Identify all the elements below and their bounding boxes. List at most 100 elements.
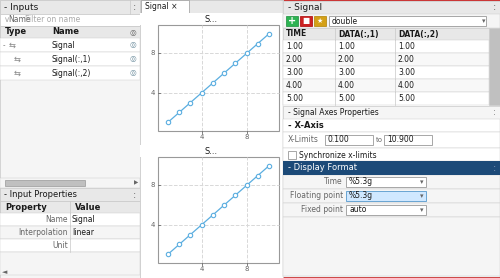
Point [220, 71, 228, 75]
Bar [346, 177, 426, 187]
Point [186, 232, 194, 237]
Bar [283, 66, 489, 79]
Text: - Display Format: - Display Format [288, 163, 357, 173]
Text: Type: Type [5, 28, 27, 36]
Text: Signal ×: Signal × [145, 2, 178, 11]
Bar [0, 0, 140, 278]
Text: ◎: ◎ [130, 54, 136, 63]
Bar [346, 205, 426, 215]
Point [242, 51, 250, 56]
Text: ∨: ∨ [4, 16, 10, 24]
Point [265, 32, 273, 36]
Text: ◄: ◄ [2, 269, 8, 275]
Text: :: : [492, 108, 496, 117]
Bar [0, 0, 140, 14]
Text: ⇆: ⇆ [9, 41, 16, 49]
Bar [0, 14, 140, 26]
Text: 4: 4 [200, 266, 204, 272]
Point [186, 100, 194, 105]
Bar [283, 189, 500, 203]
Bar [141, 0, 189, 13]
Text: :: : [492, 163, 496, 173]
Text: 8: 8 [150, 182, 155, 188]
Bar [0, 213, 140, 226]
Text: Signal(:,1): Signal(:,1) [52, 54, 92, 63]
Point [220, 203, 228, 207]
Text: ◎: ◎ [130, 68, 136, 78]
Point [176, 110, 184, 115]
Text: - Signal: - Signal [288, 3, 322, 12]
Point [164, 120, 172, 124]
Bar [288, 151, 296, 159]
Text: 1.00: 1.00 [398, 42, 415, 51]
Text: Name: Name [52, 28, 79, 36]
Text: - Inputs: - Inputs [4, 3, 38, 11]
Bar [314, 16, 326, 26]
Text: 4: 4 [150, 222, 155, 228]
Text: Floating point: Floating point [290, 192, 343, 200]
Text: S...: S... [204, 147, 218, 155]
Text: Interpolation: Interpolation [18, 228, 68, 237]
Point [176, 242, 184, 247]
Bar [300, 16, 312, 26]
Bar [329, 16, 486, 26]
Text: %5.3g: %5.3g [349, 177, 373, 187]
Text: 5.00: 5.00 [286, 94, 303, 103]
Bar [140, 145, 283, 157]
Bar [158, 25, 279, 131]
Bar [283, 203, 500, 217]
Point [198, 222, 205, 227]
Bar [283, 28, 489, 40]
Point [209, 213, 217, 217]
Bar [0, 188, 140, 201]
Point [198, 91, 205, 95]
Bar [346, 191, 426, 201]
Text: ▾: ▾ [420, 179, 424, 185]
Text: :: : [492, 3, 496, 13]
Text: 1.00: 1.00 [286, 42, 303, 51]
Bar [283, 92, 489, 105]
Bar [283, 1, 500, 277]
Text: Synchronize x-limits: Synchronize x-limits [299, 150, 376, 160]
Text: Filter on name: Filter on name [25, 16, 80, 24]
Text: ▾: ▾ [420, 193, 424, 199]
Bar [283, 14, 500, 28]
Text: 5.00: 5.00 [398, 94, 415, 103]
Text: Signal: Signal [72, 215, 96, 224]
Bar [283, 53, 489, 66]
Bar [283, 148, 500, 161]
Text: linear: linear [72, 228, 94, 237]
Bar [0, 226, 140, 239]
Point [242, 183, 250, 188]
Text: Name: Name [8, 16, 30, 24]
Point [254, 173, 262, 178]
Text: ■: ■ [302, 16, 310, 26]
Bar [0, 52, 140, 66]
Text: 2.00: 2.00 [286, 55, 303, 64]
Bar [283, 106, 500, 119]
Point [209, 81, 217, 85]
Text: Property: Property [5, 202, 47, 212]
Text: - Signal Axes Properties: - Signal Axes Properties [288, 108, 379, 117]
Text: 10.900: 10.900 [387, 135, 413, 145]
Bar [140, 0, 283, 278]
Text: :: : [132, 2, 136, 12]
Bar [0, 66, 140, 80]
Text: DATA(:,2): DATA(:,2) [398, 29, 438, 38]
Text: 8: 8 [244, 266, 249, 272]
Text: 4.00: 4.00 [286, 81, 303, 90]
Text: +: + [288, 16, 296, 26]
Text: 4.00: 4.00 [398, 81, 415, 90]
Text: -: - [3, 42, 6, 48]
Text: double: double [332, 16, 358, 26]
Text: Fixed point: Fixed point [301, 205, 343, 215]
Text: ▾: ▾ [420, 207, 424, 213]
Bar [283, 40, 489, 53]
Bar [158, 157, 279, 263]
Bar [283, 132, 500, 148]
Bar [325, 135, 373, 145]
Text: ◎: ◎ [130, 41, 136, 49]
Text: to: to [376, 137, 383, 143]
Text: 8: 8 [150, 51, 155, 56]
Bar [0, 26, 140, 38]
